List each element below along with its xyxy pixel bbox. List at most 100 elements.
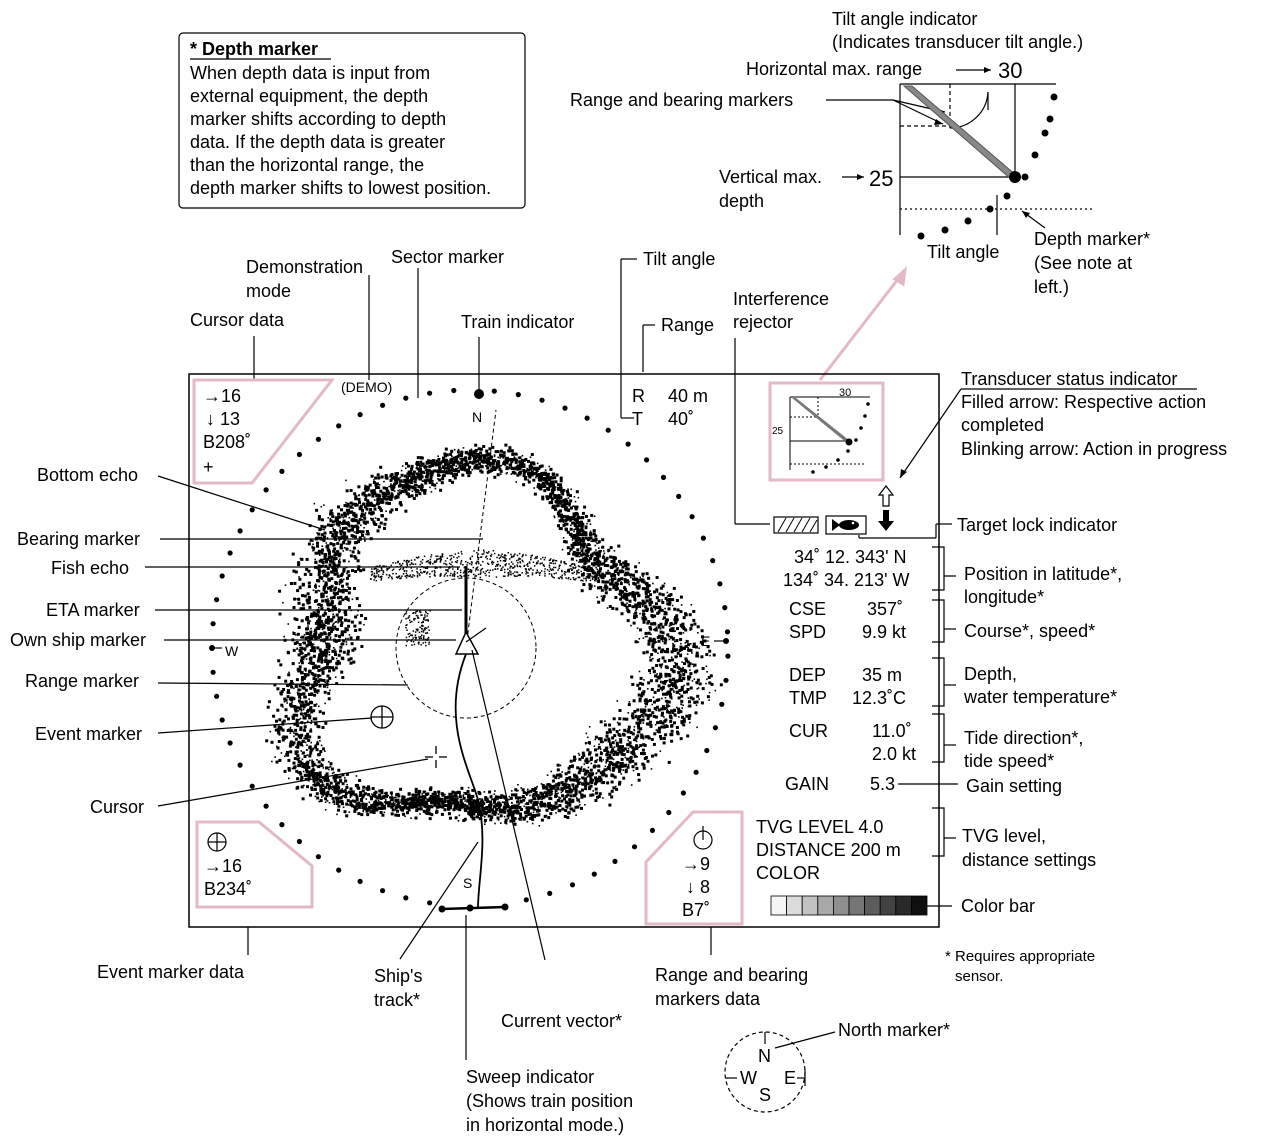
echo-speck — [503, 795, 506, 799]
echo-speck — [383, 495, 387, 499]
echo-speck — [460, 786, 464, 790]
echo-speck — [308, 669, 312, 673]
echo-speck — [429, 486, 431, 489]
echo-speck — [613, 734, 617, 738]
echo-speck — [672, 642, 674, 645]
echo-speck — [531, 822, 534, 825]
echo-speck — [314, 551, 318, 555]
echo-speck — [311, 759, 313, 761]
echo-speck — [439, 488, 443, 492]
echo-speck — [399, 476, 402, 479]
echo-speck — [608, 587, 612, 591]
echo-speck — [596, 779, 600, 783]
echo-speck — [305, 567, 309, 571]
echo-speck — [642, 580, 646, 584]
echo-speck — [520, 462, 524, 465]
echo-speck — [324, 792, 328, 796]
echo-speck — [390, 508, 394, 512]
transducer-status-line: completed — [961, 415, 1044, 435]
echo-speck — [423, 796, 427, 800]
echo-speck — [289, 741, 293, 745]
echo-speck — [333, 567, 336, 569]
echo-speck — [590, 569, 594, 573]
echo-speck — [363, 495, 366, 497]
echo-speck — [567, 552, 571, 556]
echo-speck — [499, 810, 503, 814]
echo-speck — [333, 622, 335, 625]
echo-speck — [562, 514, 566, 518]
echo-speck — [623, 578, 627, 582]
echo-speck — [515, 804, 519, 808]
echo-speck — [644, 713, 648, 717]
echo-speck — [623, 580, 627, 584]
echo-speck — [585, 562, 588, 564]
echo-speck — [461, 473, 465, 477]
echo-speck — [602, 759, 604, 761]
echo-speck — [346, 570, 350, 574]
echo-speck — [407, 808, 411, 812]
echo-speck — [491, 465, 495, 469]
echo-speck — [599, 752, 603, 756]
echo-speck — [485, 798, 487, 800]
echo-speck — [349, 792, 353, 795]
echo-speck — [444, 447, 448, 451]
echo-speck — [429, 786, 433, 790]
echo-speck — [365, 507, 369, 511]
range-ring-dot — [539, 397, 545, 403]
echo-speck — [691, 680, 694, 682]
echo-speck — [385, 501, 389, 505]
echo-speck — [378, 494, 382, 498]
echo-speck — [366, 532, 370, 536]
echo-speck — [654, 639, 657, 641]
echo-speck — [574, 774, 578, 778]
echo-speck — [337, 554, 341, 558]
echo-speck — [315, 626, 319, 630]
echo-speck — [326, 626, 330, 630]
echo-speck — [474, 456, 477, 460]
echo-speck — [352, 546, 356, 550]
echo-speck — [574, 518, 578, 522]
echo-speck — [517, 804, 520, 807]
echo-speck — [570, 506, 573, 510]
depth-marker-note: * Depth marker When depth data is input … — [178, 32, 526, 209]
echo-speck — [522, 791, 526, 794]
echo-speck — [579, 533, 582, 536]
echo-speck — [693, 700, 697, 704]
echo-speck — [388, 805, 391, 808]
echo-speck — [614, 739, 617, 742]
echo-speck — [548, 495, 552, 499]
echo-speck — [402, 812, 405, 816]
echo-speck — [576, 570, 578, 572]
echo-speck — [352, 527, 354, 530]
echo-speck — [693, 670, 697, 674]
echo-speck — [709, 654, 711, 657]
echo-speck — [669, 681, 671, 684]
echo-speck — [672, 644, 676, 648]
echo-speck — [339, 779, 343, 783]
echo-speck — [664, 697, 667, 699]
echo-speck — [557, 792, 559, 795]
echo-speck — [437, 478, 439, 480]
echo-speck — [561, 504, 565, 508]
echo-speck — [646, 588, 650, 592]
echo-speck — [294, 708, 298, 712]
echo-speck — [317, 517, 321, 521]
echo-speck — [608, 728, 612, 732]
echo-speck — [661, 689, 663, 692]
echo-speck — [383, 480, 385, 483]
echo-speck — [342, 650, 346, 654]
echo-speck — [319, 618, 322, 621]
echo-speck — [410, 817, 412, 819]
echo-speck — [657, 652, 659, 655]
echo-speck — [326, 567, 330, 570]
echo-speck — [416, 456, 420, 460]
echo-speck — [334, 790, 338, 794]
echo-speck — [453, 809, 455, 811]
echo-speck — [576, 516, 579, 519]
echo-speck — [350, 524, 354, 528]
echo-speck — [339, 645, 343, 649]
echo-speck — [586, 538, 590, 542]
echo-speck — [383, 794, 387, 798]
echo-speck — [594, 782, 597, 786]
echo-speck — [635, 744, 639, 748]
